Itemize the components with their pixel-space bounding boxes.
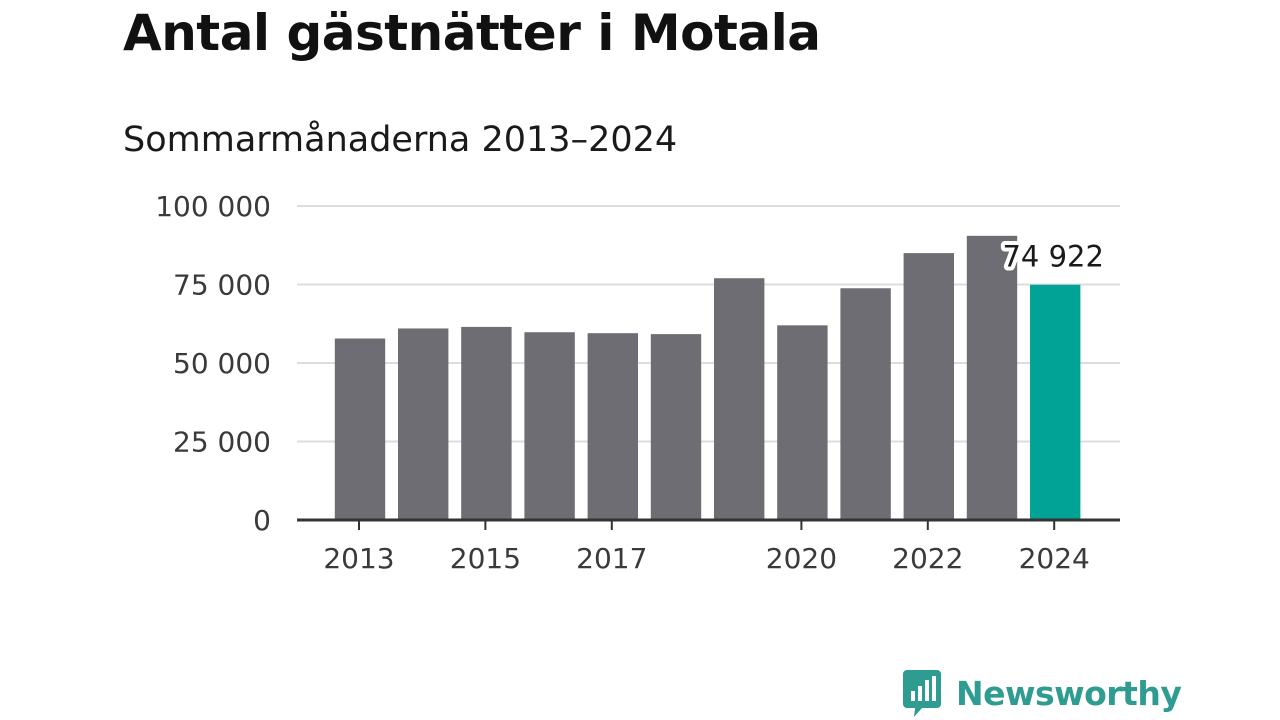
x-tick-label: 2017 [576, 542, 647, 575]
brand-name: Newsworthy [956, 673, 1182, 713]
bar [650, 334, 702, 520]
chart-subtitle: Sommarmånaderna 2013–2024 [123, 120, 678, 160]
bar [903, 253, 954, 520]
x-tick-label: 2015 [450, 542, 521, 575]
bar [840, 288, 891, 520]
bar [461, 326, 512, 520]
x-tick-label: 2020 [766, 542, 837, 575]
newsworthy-chart-bubble-icon [903, 670, 941, 717]
x-tick-label: 2022 [892, 542, 963, 575]
y-tick-label: 0 [253, 504, 271, 537]
data-label: 74 922 [1002, 240, 1103, 274]
data-label-halo: 74 922 [1002, 240, 1103, 274]
bar [966, 235, 1018, 520]
bar [714, 278, 765, 520]
chart-title: Antal gästnätter i Motala [123, 4, 821, 62]
bar [524, 332, 575, 520]
bar [777, 325, 828, 520]
bar [587, 333, 638, 520]
y-tick-label: 25 000 [173, 426, 271, 459]
y-tick-label: 75 000 [173, 269, 271, 302]
y-tick-label: 100 000 [155, 190, 271, 223]
brand-logo: Newsworthy [902, 668, 1182, 718]
bar-highlight [1030, 284, 1081, 520]
x-tick-label: 2024 [1019, 542, 1090, 575]
y-tick-label: 50 000 [173, 347, 271, 380]
bar [398, 328, 449, 520]
bar [334, 338, 386, 520]
x-tick-label: 2013 [323, 542, 394, 575]
